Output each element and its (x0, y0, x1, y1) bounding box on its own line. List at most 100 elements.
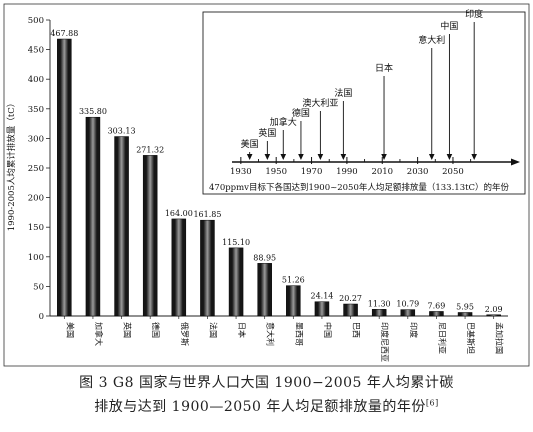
figure-caption-line2: 排放与达到 1900—2050 年人均足额排放量的年份[6] (0, 396, 533, 416)
y-tick-label: 150 (28, 223, 44, 233)
timeline-event-label: 德国 (292, 107, 310, 119)
y-tick-label: 0 (39, 312, 44, 322)
timeline-tick-label: 2010 (371, 167, 393, 177)
x-tick-label: 墨西哥 (294, 322, 303, 346)
x-tick-label: 德国 (151, 322, 161, 338)
bar (286, 285, 301, 317)
bar (85, 116, 101, 317)
timeline-inset: 1930 1950 1970 1990 2010 2030 2050 美国英国加拿大德国澳大利… (202, 8, 526, 195)
x-tick-label: 美国 (65, 322, 75, 338)
bar (486, 314, 501, 317)
bar-value-label: 2.09 (485, 305, 503, 314)
x-tick-label: 中国 (323, 322, 333, 338)
bar (314, 301, 330, 317)
timeline-event-arrow (471, 154, 477, 160)
timeline-tick-label: 2030 (407, 167, 429, 177)
bar (457, 312, 473, 317)
caption-line1-text: 图 3 G8 国家与世界人口大国 1900−2005 年人均累计碳 (79, 375, 454, 391)
bar-value-label: 5.95 (456, 302, 474, 311)
timeline-event-label: 中国 (440, 20, 458, 32)
y-tick-label: 400 (28, 75, 44, 85)
timeline-arrow-head (511, 158, 520, 166)
timeline-tick-label: 1970 (301, 167, 323, 177)
bar-value-label: 335.80 (79, 107, 107, 116)
x-tick-label: 印度尼西亚 (380, 322, 390, 362)
timeline-event-label: 日本 (375, 62, 393, 74)
y-tick-label: 100 (28, 253, 44, 263)
bar-value-label: 271.32 (136, 145, 164, 154)
bar (57, 38, 72, 317)
y-tick-label: 500 (28, 16, 44, 26)
bar (142, 155, 158, 317)
y-tick-label: 50 (33, 282, 44, 292)
figure-caption-line1: 图 3 G8 国家与世界人口大国 1900−2005 年人均累计碳 (0, 372, 533, 392)
timeline-event-arrow (298, 154, 304, 160)
y-tick-label: 450 (28, 46, 44, 56)
timeline-event-arrow (428, 154, 435, 160)
timeline-tick-label: 2050 (442, 167, 464, 177)
caption-reference: [6] (425, 398, 439, 408)
timeline-event-label: 加拿大 (270, 116, 297, 128)
bar (171, 218, 187, 317)
x-tick-label: 孟加拉国 (495, 322, 505, 354)
x-tick-label: 尼日利亚 (437, 322, 447, 354)
bar-value-label: 20.27 (339, 294, 362, 303)
bar-value-label: 24.14 (310, 292, 333, 301)
y-tick-label: 350 (28, 105, 44, 115)
x-tick-label: 意大利 (266, 322, 276, 346)
y-axis-label: 1990-2005人均累计排放量（tC） (6, 99, 17, 232)
timeline-event-arrow (340, 154, 347, 160)
bar (200, 219, 215, 317)
x-tick-label: 印度 (409, 322, 419, 338)
timeline-event-arrow (446, 154, 453, 160)
caption-line2-text: 排放与达到 1900—2050 年人均足额排放量的年份 (94, 399, 426, 415)
bar-value-label: 51.26 (282, 276, 305, 285)
timeline-event-label: 法国 (334, 87, 352, 99)
bar-value-label: 467.88 (50, 29, 78, 38)
bar-value-label: 88.95 (253, 253, 276, 262)
timeline-tick-label: 1990 (336, 167, 358, 177)
y-tick-label: 200 (28, 194, 44, 204)
x-tick-label: 日本 (237, 322, 247, 338)
bar-chart-axes: 050100150200250300350400450500美国 加拿大 英国 德国俄… (28, 16, 508, 362)
bar (429, 311, 444, 317)
timeline-event-label: 英国 (258, 127, 276, 139)
bar-value-label: 10.79 (396, 300, 419, 309)
bar-value-label: 115.10 (222, 238, 250, 247)
timeline-tick-label: 1930 (230, 167, 252, 177)
bar-value-label: 11.30 (368, 299, 391, 308)
x-tick-label: 加拿大 (94, 322, 104, 346)
bar (114, 136, 129, 317)
bar (343, 303, 358, 317)
x-tick-label: 英国 (123, 322, 133, 338)
timeline-event-arrow (264, 154, 271, 160)
bar (400, 309, 416, 317)
x-tick-label: 巴西 (352, 322, 361, 338)
timeline-event-label: 澳大利亚 (302, 97, 338, 109)
x-tick-label: 俄罗斯 (180, 322, 190, 346)
timeline-event-arrow (280, 154, 287, 160)
bar (371, 309, 387, 317)
bar-value-label: 164.00 (165, 209, 193, 218)
bar-value-label: 7.69 (428, 301, 446, 310)
timeline-event-arrow (381, 154, 387, 160)
x-tick-label: 巴基斯坦 (466, 322, 476, 354)
timeline-tick-label: 1950 (265, 167, 287, 177)
figure-border (3, 3, 530, 367)
bar (228, 247, 244, 317)
timeline-event-arrow (246, 154, 253, 160)
x-tick-label: 法国 (208, 322, 218, 338)
timeline-caption: 470ppmv目标下各国达到1900~2050年人均足额排放量（133.13tC… (209, 182, 510, 193)
y-tick-label: 250 (28, 164, 44, 174)
bar-value-label: 303.13 (108, 127, 136, 136)
chart-figure: 050100150200250300350400450500美国 加拿大 英国 德国俄… (3, 3, 530, 367)
timeline-event-arrow (317, 154, 324, 160)
timeline-event-label: 意大利 (418, 34, 445, 46)
timeline-frame (202, 11, 526, 195)
y-tick-label: 300 (28, 134, 44, 144)
bar-value-label: 161.85 (193, 210, 221, 219)
bar (257, 263, 272, 317)
timeline-event-label: 美国 (241, 138, 259, 150)
timeline-event-label: 印度 (465, 8, 483, 20)
